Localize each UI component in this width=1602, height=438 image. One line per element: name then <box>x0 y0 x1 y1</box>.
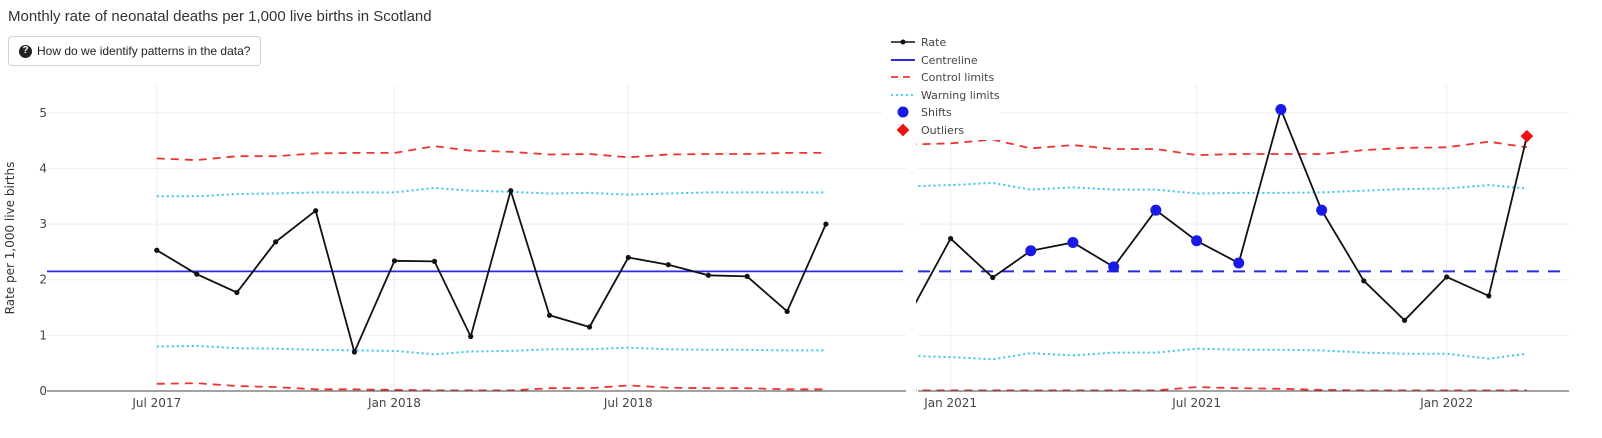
shift-point[interactable] <box>1275 103 1287 115</box>
rate-point[interactable] <box>313 208 319 214</box>
chart-title: Monthly rate of neonatal deaths per 1,00… <box>8 8 432 25</box>
legend: Rate Centreline Control limits Warning l… <box>882 30 1000 140</box>
x-tick-label: Jul 2018 <box>603 396 653 410</box>
legend-label-shifts: Shifts <box>921 106 952 119</box>
x-tick-label: Jul 2017 <box>131 396 181 410</box>
upper-warning-limit-line <box>916 181 1527 195</box>
shift-point[interactable] <box>1108 261 1120 273</box>
help-button[interactable]: ? How do we identify patterns in the dat… <box>8 36 262 66</box>
y-tick-label: 2 <box>39 273 47 287</box>
rate-point[interactable] <box>154 247 160 253</box>
x-tick-label: Jan 2021 <box>923 396 977 410</box>
legend-item-centreline[interactable]: Centreline <box>891 54 978 67</box>
legend-item-rate[interactable]: Rate <box>891 36 946 49</box>
y-axis-title: Rate per 1,000 live births <box>3 162 17 315</box>
x-tick-label: Jan 2018 <box>367 396 421 410</box>
shift-point[interactable] <box>1150 204 1162 216</box>
rate-point[interactable] <box>234 289 240 296</box>
rate-point[interactable] <box>468 333 474 340</box>
rate-point[interactable] <box>990 274 996 281</box>
y-tick-label: 5 <box>39 106 47 120</box>
shift-point[interactable] <box>1233 257 1245 269</box>
rate-point[interactable] <box>948 235 954 242</box>
rate-point[interactable] <box>273 239 279 245</box>
lower-warning-limit-line <box>156 344 826 356</box>
legend-label-warning: Warning limits <box>921 89 1000 102</box>
rate-point[interactable] <box>1444 274 1450 280</box>
chart-panel-2: Jan 2021 Jul 2021 Jan 2022 <box>906 85 1569 410</box>
y-tick-label: 0 <box>39 384 47 398</box>
rate-point[interactable] <box>784 308 790 315</box>
y-tick-label: 1 <box>39 328 47 342</box>
shift-point[interactable] <box>1191 235 1203 247</box>
shift-marker-icon <box>897 106 909 118</box>
y-tick-label: 3 <box>39 217 47 231</box>
plot-series <box>47 145 903 392</box>
lower-control-limit-line <box>156 382 826 392</box>
rate-point[interactable] <box>351 349 358 355</box>
y-tick-label: 4 <box>39 161 47 175</box>
rate-point[interactable] <box>744 273 750 279</box>
rate-point[interactable] <box>625 254 631 261</box>
rate-point[interactable] <box>1486 293 1492 299</box>
x-tick-label: Jul 2021 <box>1171 396 1221 410</box>
shift-point[interactable] <box>1316 204 1328 216</box>
legend-label-centreline: Centreline <box>921 54 978 67</box>
legend-label-rate: Rate <box>921 36 946 49</box>
shift-point[interactable] <box>1025 245 1037 257</box>
rate-point[interactable] <box>194 271 200 277</box>
upper-control-limit-line <box>916 138 1528 157</box>
legend-label-control: Control limits <box>921 71 994 84</box>
legend-item-shifts[interactable]: Shifts <box>897 106 953 119</box>
rate-point[interactable] <box>391 258 398 264</box>
rate-point[interactable] <box>546 312 553 318</box>
lower-control-limit-line <box>916 386 1527 392</box>
help-button-label: How do we identify patterns in the data? <box>37 44 251 58</box>
rate-point[interactable] <box>705 272 711 278</box>
plot-series <box>906 103 1569 392</box>
rate-point[interactable] <box>823 221 829 227</box>
rate-point[interactable] <box>1361 278 1367 284</box>
rate-point[interactable] <box>1401 317 1408 323</box>
rate-point[interactable] <box>665 262 671 268</box>
rate-point[interactable] <box>431 258 438 264</box>
rate-point[interactable] <box>906 313 911 318</box>
x-tick-label: Jan 2022 <box>1419 396 1473 410</box>
legend-item-warning-limits[interactable]: Warning limits <box>891 89 1000 102</box>
question-icon: ? <box>19 44 32 58</box>
outlier-point[interactable] <box>1520 129 1534 143</box>
legend-label-outliers: Outliers <box>921 124 964 137</box>
rate-point[interactable] <box>586 324 593 330</box>
upper-warning-limit-line <box>156 186 826 198</box>
legend-item-control-limits[interactable]: Control limits <box>891 71 994 84</box>
upper-control-limit-line <box>156 145 826 162</box>
lower-warning-limit-line <box>916 347 1528 361</box>
shift-point[interactable] <box>1067 236 1079 248</box>
rate-point[interactable] <box>508 188 514 194</box>
rate-line <box>156 187 827 355</box>
chart-panel-1: Jul 2017 Jan 2018 Jul 2018 <box>47 85 906 410</box>
rate-line <box>916 106 1528 322</box>
